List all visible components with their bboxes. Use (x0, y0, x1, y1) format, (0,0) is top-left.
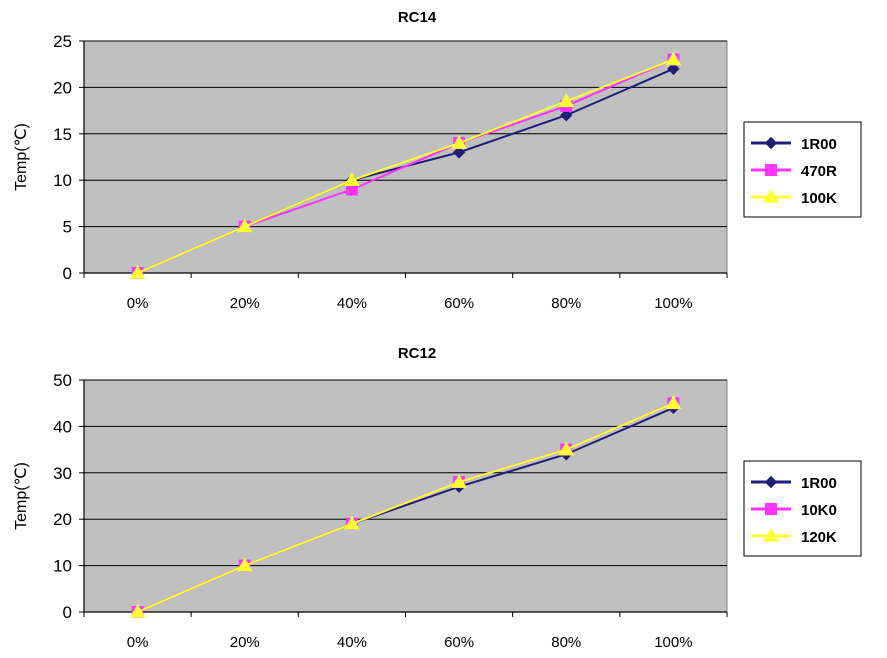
y-axis-label: Temp(℃) (13, 123, 30, 191)
y-tick-label: 10 (53, 171, 72, 190)
data-point (451, 474, 467, 488)
data-point (236, 218, 253, 233)
data-point (451, 135, 467, 149)
y-axis-label: Temp(℃) (13, 462, 30, 530)
x-tick-label: 0% (127, 295, 149, 312)
data-point (452, 146, 466, 159)
legend-label: 1R00 (801, 475, 837, 492)
y-tick-label: 0 (63, 264, 72, 283)
data-point (236, 557, 253, 572)
y-tick-label: 50 (53, 371, 72, 390)
legend-swatch-marker (765, 164, 777, 176)
data-point (560, 109, 573, 122)
data-point (665, 395, 682, 409)
data-point (558, 441, 575, 456)
x-tick-label: 60% (444, 634, 474, 651)
data-point (665, 51, 682, 66)
data-point (344, 172, 360, 186)
x-tick-label: 40% (337, 634, 367, 651)
legend: 1R00 10K0 120K (743, 460, 862, 557)
legend: 1R00 470R 100K (743, 121, 862, 218)
plot-area (83, 379, 728, 613)
data-point (129, 603, 146, 618)
series-line (137, 58, 674, 274)
chart-panel-rc12: RC12 0 10 20 30 40 50 0% 20% 40% 60% 80% 100% Temp(℃)… (13, 345, 862, 651)
series-100k (129, 51, 682, 279)
y-tick-label: 25 (53, 32, 72, 51)
y-tick-label: 40 (53, 417, 72, 436)
chart-panel-rc14: RC14 0 5 10 15 20 25 0% 20% 40% 60% 80% 100% Temp(℃) 1… (13, 9, 862, 312)
data-point (558, 93, 575, 108)
chart-title: RC14 (398, 9, 437, 26)
x-tick-label: 100% (654, 634, 692, 651)
legend-label: 1R00 (801, 136, 837, 153)
legend-swatch-marker (765, 503, 777, 515)
x-tick-label: 40% (337, 295, 367, 312)
y-tick-label: 10 (53, 557, 72, 576)
series-line (137, 402, 674, 613)
x-tick-label: 0% (127, 634, 149, 651)
legend-swatch-marker (763, 527, 779, 542)
data-point (344, 515, 360, 530)
y-tick-label: 20 (53, 510, 72, 529)
legend-swatch-marker (763, 188, 779, 203)
legend-label: 10K0 (801, 502, 837, 519)
x-tick-label: 100% (654, 295, 692, 312)
chart-title: RC12 (398, 345, 436, 362)
legend-label: 120K (801, 529, 837, 546)
legend-label: 470R (801, 163, 837, 180)
y-tick-label: 20 (53, 78, 72, 97)
series-120k (129, 395, 682, 618)
x-tick-label: 80% (551, 634, 581, 651)
x-tick-label: 20% (230, 295, 260, 312)
y-tick-label: 15 (53, 125, 72, 144)
legend-label: 100K (801, 190, 837, 207)
x-tick-label: 60% (444, 295, 474, 312)
x-tick-label: 20% (230, 634, 260, 651)
legend-swatch-marker (764, 475, 778, 489)
y-tick-label: 30 (53, 464, 72, 483)
x-tick-label: 80% (551, 295, 581, 312)
data-point (129, 264, 146, 279)
y-tick-label: 0 (63, 603, 72, 622)
legend-swatch-marker (764, 136, 778, 150)
y-tick-label: 5 (63, 218, 72, 237)
data-point (667, 62, 680, 76)
